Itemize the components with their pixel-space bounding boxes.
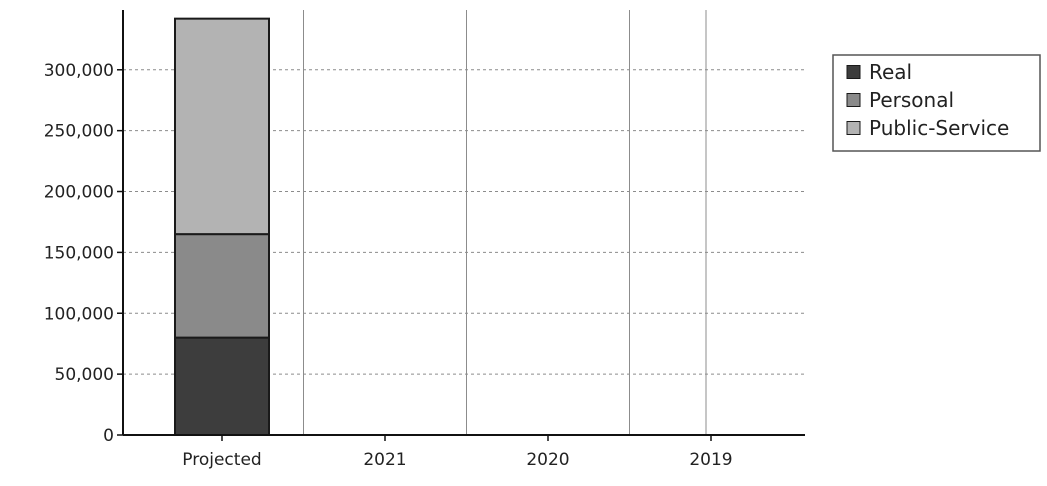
bar-segment-real-0 bbox=[174, 336, 270, 437]
y-tick-label: 100,000 bbox=[44, 304, 114, 324]
legend-label-public-service: Public-Service bbox=[869, 116, 1009, 140]
x-tick-label: 2020 bbox=[526, 450, 569, 470]
legend-label-personal: Personal bbox=[869, 88, 954, 112]
y-tick-label: 0 bbox=[103, 426, 114, 446]
y-tick-label: 200,000 bbox=[44, 183, 114, 203]
axes-layer: 0 50,000 100,000 150,000 200,000 250,000 300,0… bbox=[44, 10, 805, 470]
legend-box bbox=[832, 54, 1041, 152]
grid-layer bbox=[123, 10, 805, 435]
bar-segment-public-service-0 bbox=[174, 17, 270, 236]
legend-swatch-public-service bbox=[846, 121, 861, 135]
y-tick-label: 300,000 bbox=[44, 61, 114, 81]
bars-layer bbox=[174, 17, 270, 437]
bar-segment-personal-0 bbox=[174, 233, 270, 339]
y-tick-label: 150,000 bbox=[44, 243, 114, 263]
y-tick-label: 250,000 bbox=[44, 122, 114, 142]
legend-label-real: Real bbox=[869, 60, 912, 84]
x-tick-label: 2019 bbox=[689, 450, 732, 470]
legend: Real Personal Public-Service bbox=[832, 54, 1041, 152]
legend-swatch-real bbox=[846, 65, 861, 79]
legend-swatch-personal bbox=[846, 93, 861, 107]
y-tick-label: 50,000 bbox=[55, 365, 114, 385]
x-tick-label: 2021 bbox=[363, 450, 406, 470]
x-tick-label: Projected bbox=[182, 450, 261, 470]
